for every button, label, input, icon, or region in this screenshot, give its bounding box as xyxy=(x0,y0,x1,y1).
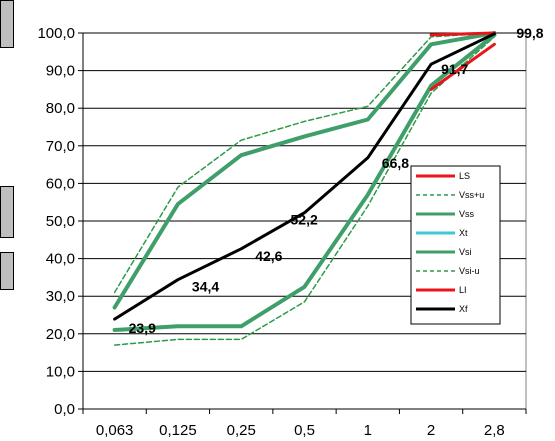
y-tick-label: 60,0 xyxy=(46,175,75,192)
legend-label: Vsi xyxy=(459,247,472,257)
data-label: 91,7 xyxy=(441,61,468,77)
series-line-vss-u xyxy=(113,32,496,294)
legend-label: LI xyxy=(459,285,467,295)
data-label: 99,8 xyxy=(516,25,543,41)
legend-box xyxy=(410,165,501,325)
legend-label: Vss xyxy=(459,209,475,219)
legend: LS Vss+u Vss Xt Vsi Vsi-u LI Xf xyxy=(410,165,501,325)
x-axis-ticks: 0,063 0,125 0,25 0,5 1 2 2,8 xyxy=(82,33,527,439)
y-tick-label: 20,0 xyxy=(46,326,75,343)
legend-label: Vss+u xyxy=(459,190,484,200)
data-label: 34,4 xyxy=(192,279,219,295)
legend-label: Vsi-u xyxy=(459,266,480,276)
y-tick-label: 50,0 xyxy=(46,213,75,230)
y-tick-label: 30,0 xyxy=(46,288,75,305)
x-tick-label: 0,5 xyxy=(294,422,315,439)
series-line-vsi xyxy=(112,32,497,332)
x-tick-label: 2,8 xyxy=(484,422,505,439)
y-tick-label: 40,0 xyxy=(46,251,75,268)
legend-label: Xf xyxy=(459,304,468,314)
data-label: 42,6 xyxy=(255,248,282,264)
side-strip-3 xyxy=(0,252,14,290)
y-tick-label: 100,0 xyxy=(37,25,75,42)
series-lines xyxy=(112,31,497,346)
x-tick-label: 2 xyxy=(427,422,435,439)
y-tick-label: 10,0 xyxy=(46,363,75,380)
series-line-ls xyxy=(429,31,496,37)
data-labels: 23,9 34,4 42,6 52,2 66,8 91,7 99,8 xyxy=(129,25,544,336)
side-strip-2 xyxy=(0,186,14,238)
series-line-li xyxy=(429,42,496,91)
x-tick-label: 0,063 xyxy=(96,422,134,439)
series-line-vsi-u xyxy=(113,36,496,346)
data-label: 52,2 xyxy=(291,212,318,228)
legend-label: LS xyxy=(459,171,470,181)
legend-label: Xt xyxy=(459,228,468,238)
data-label: 66,8 xyxy=(382,155,409,171)
y-tick-label: 0,0 xyxy=(54,401,75,418)
x-tick-label: 0,25 xyxy=(227,422,256,439)
y-tick-label: 90,0 xyxy=(46,63,75,80)
data-label: 23,9 xyxy=(129,320,156,336)
series-line-vss xyxy=(112,31,497,310)
y-axis-ticks: 0,0 10,0 20,0 30,0 40,0 50,0 60,0 70,0 80,0 90,0 1… xyxy=(37,25,83,418)
series-line-xf xyxy=(113,32,496,321)
x-tick-label: 1 xyxy=(364,422,372,439)
y-tick-label: 80,0 xyxy=(46,100,75,117)
x-tick-label: 0,125 xyxy=(159,422,197,439)
side-strip-1 xyxy=(0,0,14,48)
y-tick-label: 70,0 xyxy=(46,138,75,155)
